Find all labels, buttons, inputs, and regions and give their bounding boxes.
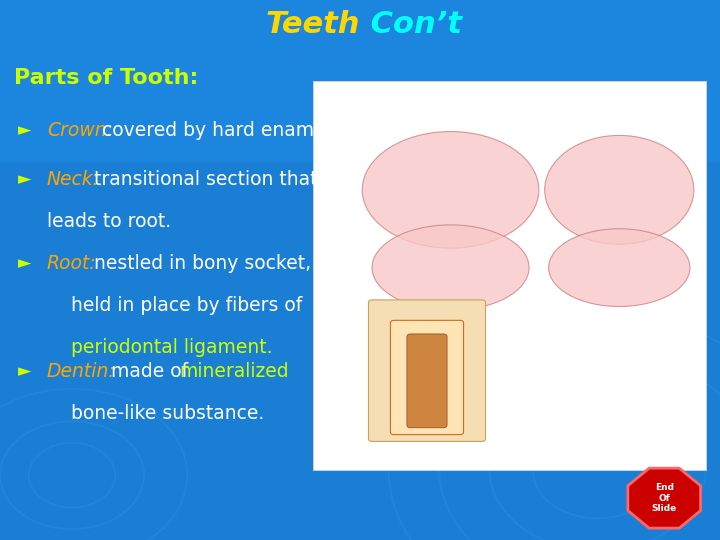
Text: made of: made of <box>105 362 194 381</box>
FancyBboxPatch shape <box>390 320 464 435</box>
Text: ►: ► <box>18 254 32 272</box>
FancyBboxPatch shape <box>313 81 706 470</box>
FancyBboxPatch shape <box>407 334 447 428</box>
Text: ►: ► <box>18 362 32 380</box>
FancyBboxPatch shape <box>0 0 720 162</box>
Text: Crown:: Crown: <box>47 122 113 140</box>
Text: Con’t: Con’t <box>360 10 462 39</box>
Text: periodontal ligament.: periodontal ligament. <box>47 338 272 357</box>
Polygon shape <box>628 468 701 528</box>
Text: Dentin:: Dentin: <box>47 362 115 381</box>
Text: transitional section that: transitional section that <box>89 170 318 189</box>
Text: Neck:: Neck: <box>47 170 100 189</box>
Text: Teeth: Teeth <box>266 10 360 39</box>
Text: End
Of
Slide: End Of Slide <box>652 483 677 513</box>
Text: leads to root.: leads to root. <box>47 212 171 231</box>
Text: Parts of Tooth:: Parts of Tooth: <box>14 68 199 89</box>
Ellipse shape <box>549 229 690 307</box>
Ellipse shape <box>362 132 539 248</box>
Text: covered by hard enamel.: covered by hard enamel. <box>96 122 337 140</box>
Text: ►: ► <box>18 170 32 188</box>
Text: ►: ► <box>18 122 32 139</box>
Text: mineralized: mineralized <box>179 362 289 381</box>
Text: Root:: Root: <box>47 254 96 273</box>
Text: bone-like substance.: bone-like substance. <box>47 404 264 423</box>
Text: held in place by fibers of: held in place by fibers of <box>47 296 302 315</box>
Text: nestled in bony socket,: nestled in bony socket, <box>89 254 311 273</box>
Ellipse shape <box>372 225 529 310</box>
Ellipse shape <box>545 136 694 244</box>
FancyBboxPatch shape <box>369 300 485 441</box>
